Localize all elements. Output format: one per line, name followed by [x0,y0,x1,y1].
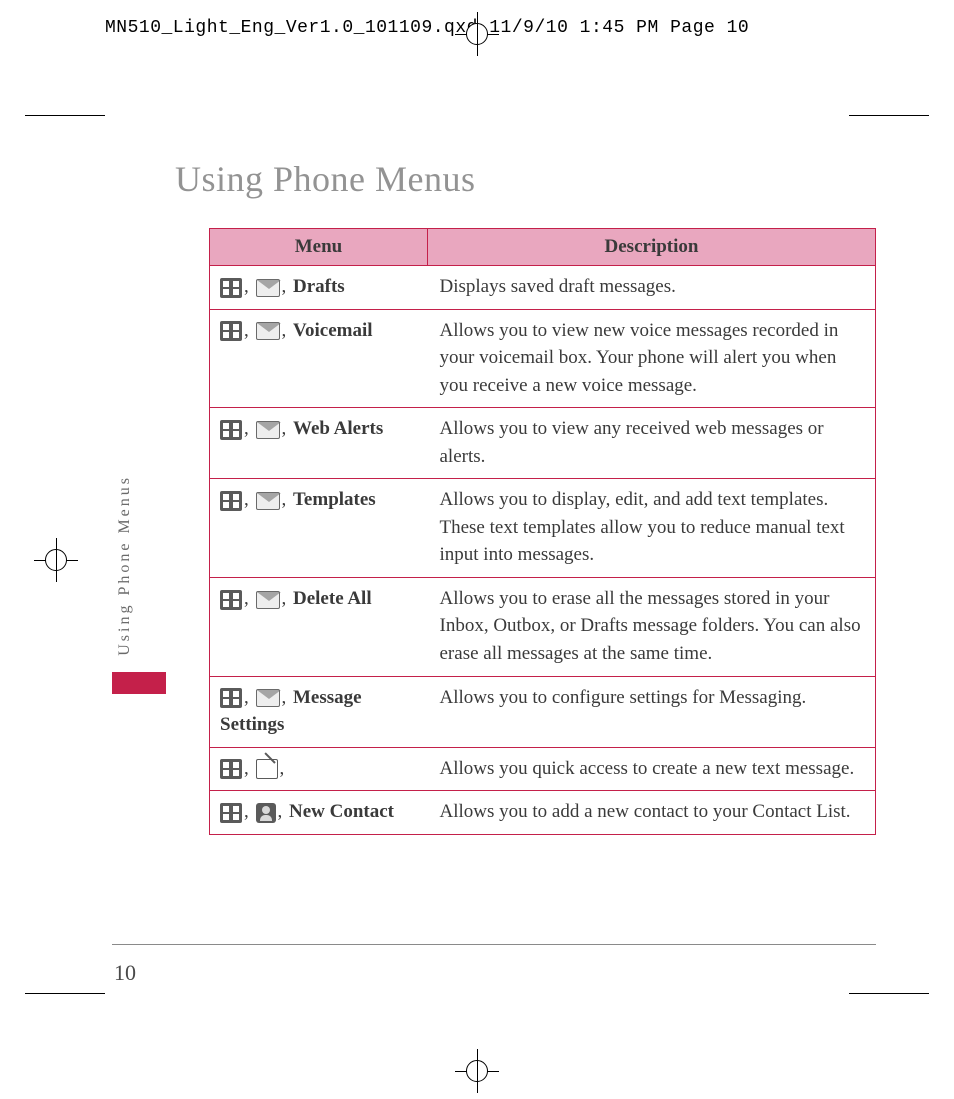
grid-icon [220,688,242,708]
menu-cell: , , [210,747,428,791]
separator: , [244,687,249,708]
menu-cell: , , Message Settings [210,676,428,747]
table-row: , , Delete AllAllows you to erase all th… [210,577,876,676]
separator: , [244,276,249,297]
description-cell: Allows you to add a new contact to your … [428,791,876,835]
separator: , [282,588,287,609]
separator: , [282,276,287,297]
print-slug-line: MN510_Light_Eng_Ver1.0_101109.qxd 11/9/1… [105,18,749,38]
compose-icon [256,759,278,779]
menu-description-table: Menu Description , , DraftsDisplays save… [209,228,876,835]
separator: , [282,489,287,510]
menu-cell: , , Delete All [210,577,428,676]
envelope-icon [256,421,280,439]
description-cell: Allows you to display, edit, and add tex… [428,479,876,578]
grid-icon [220,278,242,298]
description-cell: Allows you quick access to create a new … [428,747,876,791]
grid-icon [220,420,242,440]
separator: , [244,320,249,341]
grid-icon [220,321,242,341]
grid-icon [220,590,242,610]
registration-mark-icon [455,12,499,56]
separator: , [278,801,283,822]
separator: , [244,758,249,779]
menu-cell: , , Web Alerts [210,408,428,479]
crop-mark [25,993,105,994]
menu-label: Voicemail [293,320,373,341]
menu-label: Web Alerts [293,418,383,439]
crop-mark [849,993,929,994]
table-row: , , Allows you quick access to create a … [210,747,876,791]
registration-mark-icon [455,1049,499,1093]
menu-label: Drafts [293,276,345,297]
description-cell: Allows you to view new voice messages re… [428,309,876,408]
description-cell: Allows you to configure settings for Mes… [428,676,876,747]
table-row: , , New ContactAllows you to add a new c… [210,791,876,835]
registration-mark-icon [34,538,78,582]
crop-mark [25,115,105,116]
footer-rule [112,944,876,945]
table-header-description: Description [428,229,876,266]
table-row: , , DraftsDisplays saved draft messages. [210,266,876,310]
grid-icon [220,491,242,511]
description-cell: Allows you to erase all the messages sto… [428,577,876,676]
menu-cell: , , Templates [210,479,428,578]
separator: , [282,418,287,439]
description-cell: Allows you to view any received web mess… [428,408,876,479]
envelope-icon [256,279,280,297]
separator: , [282,687,287,708]
separator: , [244,801,249,822]
separator: , [280,758,285,779]
table-row: , , Web AlertsAllows you to view any rec… [210,408,876,479]
separator: , [282,320,287,341]
table-header-menu: Menu [210,229,428,266]
envelope-icon [256,322,280,340]
menu-cell: , , New Contact [210,791,428,835]
table-row: , , VoicemailAllows you to view new voic… [210,309,876,408]
envelope-icon [256,689,280,707]
page-title: Using Phone Menus [175,158,476,200]
envelope-icon [256,492,280,510]
menu-label: New Contact [289,801,394,822]
sidebar-accent-bar [112,672,166,694]
menu-label: Delete All [293,588,372,609]
table-row: , , Message SettingsAllows you to config… [210,676,876,747]
grid-icon [220,803,242,823]
separator: , [244,418,249,439]
page-number: 10 [114,960,136,986]
grid-icon [220,759,242,779]
contact-icon [256,803,276,823]
menu-cell: , , Voicemail [210,309,428,408]
separator: , [244,489,249,510]
separator: , [244,588,249,609]
description-cell: Displays saved draft messages. [428,266,876,310]
table-row: , , TemplatesAllows you to display, edit… [210,479,876,578]
menu-label: Templates [293,489,376,510]
menu-cell: , , Drafts [210,266,428,310]
sidebar-section-label: Using Phone Menus [116,475,134,656]
crop-mark [849,115,929,116]
envelope-icon [256,591,280,609]
